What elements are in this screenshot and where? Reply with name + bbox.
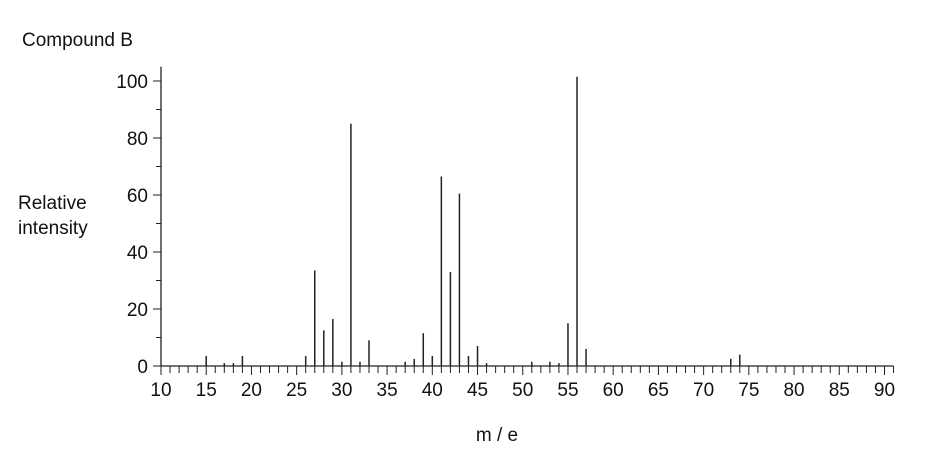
x-tick-label: 10 bbox=[150, 380, 171, 401]
y-tick-label: 80 bbox=[127, 129, 148, 150]
x-tick-label: 75 bbox=[738, 380, 759, 401]
x-tick-label: 15 bbox=[196, 380, 217, 401]
x-tick-label: 45 bbox=[467, 380, 488, 401]
x-tick-label: 40 bbox=[422, 380, 443, 401]
x-axis: 10 15 20 25 30 35 40 45 50 55 60 65 70 75 80 85 90 bbox=[150, 365, 895, 401]
y-tick-label: 100 bbox=[116, 72, 148, 93]
bars-group bbox=[205, 76, 741, 366]
y-axis-label-line-2: intensity bbox=[18, 218, 88, 239]
chart-title: Compound B bbox=[22, 30, 133, 51]
y-tick-label: 20 bbox=[127, 300, 148, 321]
x-tick-label: 30 bbox=[331, 380, 352, 401]
y-tick-label: 60 bbox=[127, 186, 148, 207]
y-tick-label: 0 bbox=[137, 357, 148, 378]
y-axis-label-line-1: Relative bbox=[18, 193, 87, 214]
y-axis-label: Relative intensity bbox=[18, 191, 88, 241]
x-tick-label: 55 bbox=[557, 380, 578, 401]
x-axis-label: m / e bbox=[476, 425, 518, 446]
x-tick-label: 50 bbox=[512, 380, 533, 401]
x-tick-label: 80 bbox=[783, 380, 804, 401]
x-tick-label: 65 bbox=[648, 380, 669, 401]
x-tick-label: 25 bbox=[286, 380, 307, 401]
x-tick-label: 60 bbox=[603, 380, 624, 401]
y-axis: 0 20 40 60 80 100 bbox=[116, 66, 162, 378]
x-tick-label: 85 bbox=[829, 380, 850, 401]
x-tick-label: 90 bbox=[874, 380, 895, 401]
x-tick-label: 20 bbox=[241, 380, 262, 401]
x-tick-label: 35 bbox=[377, 380, 398, 401]
y-tick-label: 40 bbox=[127, 243, 148, 264]
x-tick-label: 70 bbox=[693, 380, 714, 401]
